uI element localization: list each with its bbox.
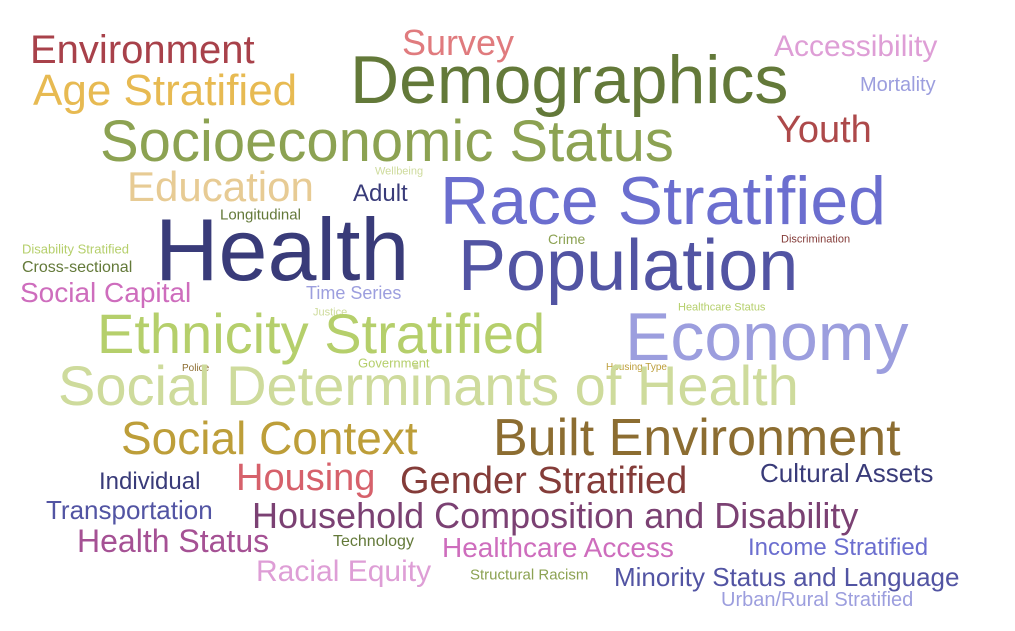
word-economy: Economy <box>625 299 909 375</box>
word-technology: Technology <box>333 533 414 550</box>
word-urban-rural-stratified: Urban/Rural Stratified <box>721 589 914 611</box>
word-disability-stratified: Disability Stratified <box>22 241 129 257</box>
word-ethnicity-stratified: Ethnicity Stratified <box>97 302 546 365</box>
word-environment: Environment <box>30 28 255 72</box>
word-built-environment: Built Environment <box>493 409 901 467</box>
word-social-capital: Social Capital <box>20 277 192 308</box>
word-cross-sectional: Cross-sectional <box>22 259 133 276</box>
word-structural-racism: Structural Racism <box>470 566 589 584</box>
word-wellbeing: Wellbeing <box>375 165 424 178</box>
word-time-series: Time Series <box>306 283 402 303</box>
word-discrimination: Discrimination <box>781 233 851 246</box>
word-gender-stratified: Gender Stratified <box>400 460 688 502</box>
word-adult: Adult <box>353 180 408 207</box>
word-police: Police <box>182 363 210 374</box>
word-population: Population <box>458 226 799 306</box>
word-transportation: Transportation <box>46 495 213 525</box>
word-age-stratified: Age Stratified <box>33 66 298 115</box>
word-health: Health <box>155 200 410 299</box>
word-income-stratified: Income Stratified <box>748 534 929 561</box>
word-health-status: Health Status <box>77 523 270 559</box>
word-housing: Housing <box>236 457 376 499</box>
word-household-composition-and-disability: Household Composition and Disability <box>252 495 859 536</box>
word-crime: Crime <box>548 231 586 247</box>
word-minority-status-and-language: Minority Status and Language <box>614 562 960 592</box>
word-education: Education <box>127 163 314 210</box>
word-government: Government <box>358 355 430 371</box>
word-race-stratified: Race Stratified <box>440 163 886 239</box>
word-housing-type: Housing Type <box>606 362 667 373</box>
word-social-context: Social Context <box>121 412 418 464</box>
word-individual: Individual <box>99 468 201 495</box>
word-socioeconomic-status: Socioeconomic Status <box>100 109 674 174</box>
word-social-determinants-of-health: Social Determinants of Health <box>58 354 799 417</box>
word-mortality: Mortality <box>860 74 936 96</box>
word-accessibility: Accessibility <box>774 30 938 63</box>
word-justice: Justice <box>313 306 348 319</box>
word-racial-equity: Racial Equity <box>256 555 432 588</box>
word-youth: Youth <box>776 109 872 151</box>
word-longitudinal: Longitudinal <box>220 206 301 224</box>
word-healthcare-status: Healthcare Status <box>678 301 766 314</box>
word-cultural-assets: Cultural Assets <box>760 458 934 488</box>
word-demographics: Demographics <box>350 42 789 118</box>
word-healthcare-access: Healthcare Access <box>442 532 674 563</box>
word-survey: Survey <box>402 22 515 63</box>
